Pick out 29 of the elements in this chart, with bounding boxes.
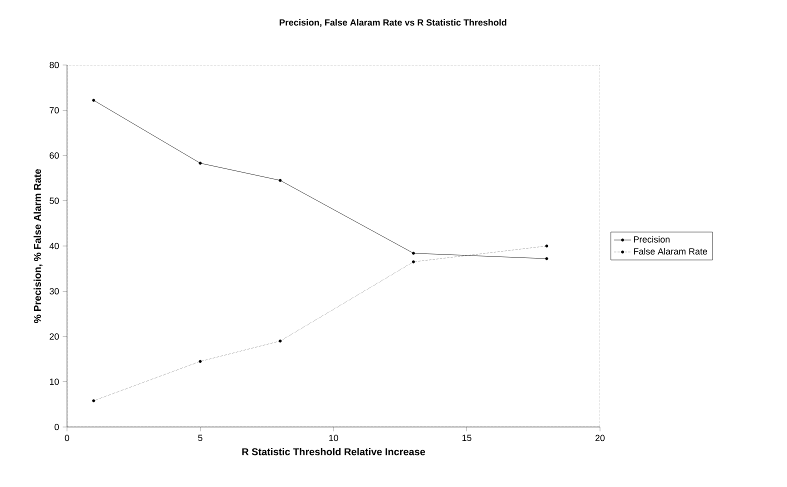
x-tick-label: 15 <box>462 434 472 442</box>
y-axis-title: % Precision, % False Alarm Rate <box>34 169 42 323</box>
x-tick-label: 10 <box>329 434 338 442</box>
point <box>412 252 415 255</box>
point <box>92 98 96 102</box>
y-tick-label: 10 <box>50 378 59 385</box>
point <box>412 260 415 264</box>
y-tick-label: 50 <box>50 198 59 204</box>
point <box>92 399 96 402</box>
x-axis-title: R Statistic Threshold Relative Increase <box>242 448 426 456</box>
point <box>198 162 202 165</box>
y-tick-label: 40 <box>49 242 59 250</box>
y-tick-label: 80 <box>50 62 59 68</box>
point <box>278 178 282 182</box>
y-tick-label: 20 <box>50 333 59 340</box>
legend-label: False Alaram Rate <box>634 248 708 255</box>
point <box>198 360 202 363</box>
y-tick-label: 60 <box>50 152 59 159</box>
y-tick-label: 70 <box>50 107 59 114</box>
y-tick-label: 0 <box>54 424 59 430</box>
x-tick-label: 0 <box>64 434 70 442</box>
point <box>545 257 548 260</box>
x-tick-label: 5 <box>198 434 202 442</box>
chart-title: Precision, False Alaram Rate vs R Statistic Threshold <box>280 19 506 27</box>
legend-label: Precision <box>634 236 670 243</box>
point <box>278 340 282 343</box>
y-tick-label: 30 <box>50 288 59 294</box>
point <box>545 244 548 248</box>
x-tick-label: 20 <box>595 434 605 442</box>
